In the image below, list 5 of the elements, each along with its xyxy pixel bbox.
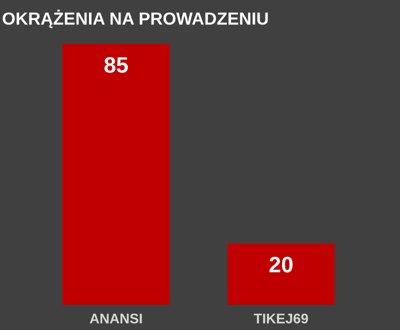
data-label: 20 [270,256,293,272]
x-tick-label: ANANSI [90,314,142,324]
data-label: 85 [104,57,128,73]
x-tick-label: TIKEJ69 [254,314,308,324]
chart-title: OKRĄŻENIA NA PROWADZENIU [2,10,268,28]
